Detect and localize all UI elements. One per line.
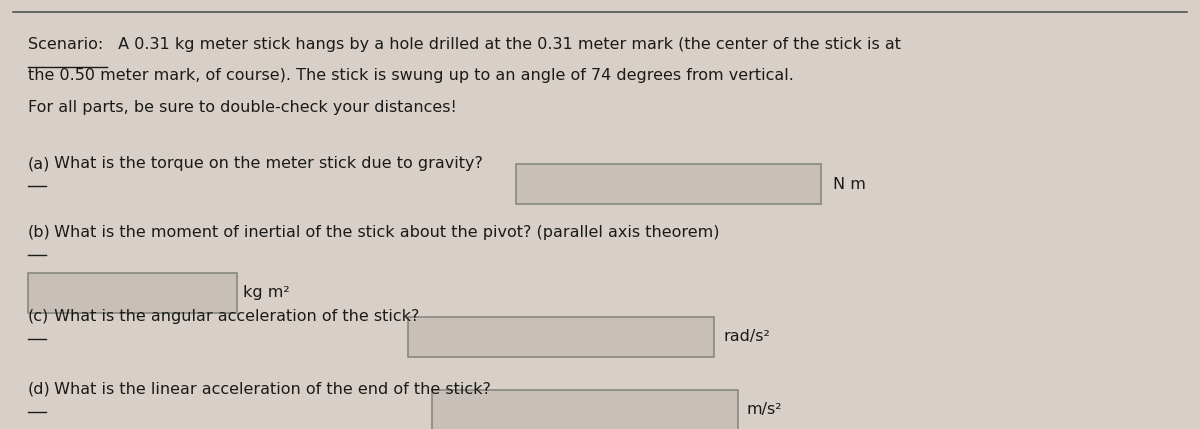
FancyBboxPatch shape [408,317,714,356]
Text: kg m²: kg m² [244,285,290,300]
Text: (b): (b) [28,225,50,240]
Text: the 0.50 meter mark, of course). The stick is swung up to an angle of 74 degrees: the 0.50 meter mark, of course). The sti… [28,68,793,83]
FancyBboxPatch shape [432,390,738,429]
Text: For all parts, be sure to double-check your distances!: For all parts, be sure to double-check y… [28,100,456,115]
Text: N m: N m [834,177,866,192]
Text: What is the moment of inertial of the stick about the pivot? (parallel axis theo: What is the moment of inertial of the st… [49,225,720,240]
Text: m/s²: m/s² [746,402,781,417]
Text: What is the torque on the meter stick due to gravity?: What is the torque on the meter stick du… [49,156,484,171]
FancyBboxPatch shape [28,273,238,313]
Text: (d): (d) [28,382,50,397]
Text: A 0.31 kg meter stick hangs by a hole drilled at the 0.31 meter mark (the center: A 0.31 kg meter stick hangs by a hole dr… [113,37,901,52]
Text: (a): (a) [28,156,50,171]
Text: rad/s²: rad/s² [724,329,770,344]
Text: Scenario:: Scenario: [28,37,103,52]
Text: What is the angular acceleration of the stick?: What is the angular acceleration of the … [49,308,420,323]
FancyBboxPatch shape [516,164,822,204]
Text: (c): (c) [28,308,49,323]
Text: What is the linear acceleration of the end of the stick?: What is the linear acceleration of the e… [49,382,491,397]
